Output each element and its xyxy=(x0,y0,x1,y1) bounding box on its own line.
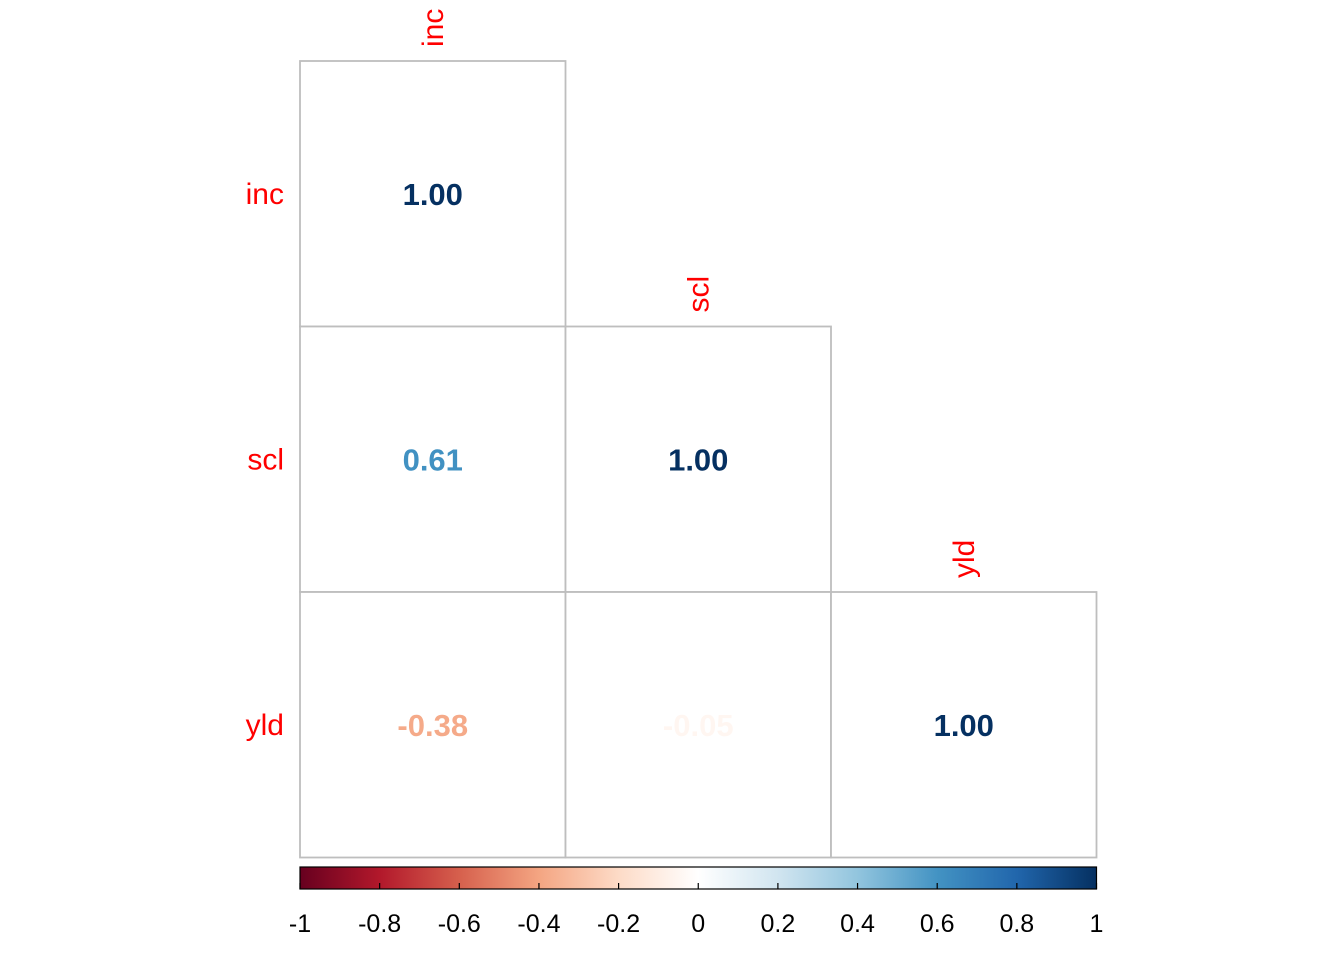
colorbar-tick-label: -0.6 xyxy=(438,910,481,938)
colorbar-tick-label: 1 xyxy=(1090,910,1104,938)
colorbar-tick-label: 0.6 xyxy=(920,910,955,938)
row-label-inc: inc xyxy=(246,178,284,211)
value-inc-inc: 1.00 xyxy=(403,177,463,212)
colorbar-tick-label: -1 xyxy=(289,910,311,938)
row-labels: inc scl yld xyxy=(246,178,284,742)
colorbar-tick-label: 0.2 xyxy=(761,910,796,938)
row-label-yld: yld xyxy=(246,709,284,742)
column-label-scl: scl xyxy=(682,276,715,313)
colorbar-tick-label: -0.8 xyxy=(358,910,401,938)
colorbar-tick-label: -0.4 xyxy=(517,910,560,938)
cell-inc-inc xyxy=(299,60,567,328)
column-label-yld: yld xyxy=(948,540,981,578)
column-labels: inc scl yld xyxy=(417,9,981,578)
cell-yld-scl xyxy=(564,591,832,859)
colorbar-tick-label: 0 xyxy=(691,910,705,938)
value-scl-inc: 0.61 xyxy=(403,442,463,477)
value-yld-inc: -0.38 xyxy=(397,708,468,743)
value-yld-scl: -0.05 xyxy=(663,708,734,743)
correlation-values: 1.00 0.61 1.00 -0.38 -0.05 1.00 xyxy=(397,177,994,743)
column-label-inc: inc xyxy=(417,9,450,47)
correlation-cells xyxy=(299,60,1098,859)
cell-yld-yld xyxy=(830,591,1098,859)
row-label-scl: scl xyxy=(247,443,284,476)
value-scl-scl: 1.00 xyxy=(668,442,728,477)
color-legend: -1 -0.8 -0.6 -0.4 -0.2 0 0.2 0.4 0.6 0.8 1 xyxy=(289,866,1104,938)
colorbar-tick-label: 0.4 xyxy=(840,910,875,938)
cell-yld-inc xyxy=(299,591,567,859)
colorbar-tick-label: 0.8 xyxy=(999,910,1034,938)
value-yld-yld: 1.00 xyxy=(934,708,994,743)
cell-scl-inc xyxy=(299,325,567,593)
cell-scl-scl xyxy=(564,325,832,593)
colorbar-tick-label: -0.2 xyxy=(597,910,640,938)
